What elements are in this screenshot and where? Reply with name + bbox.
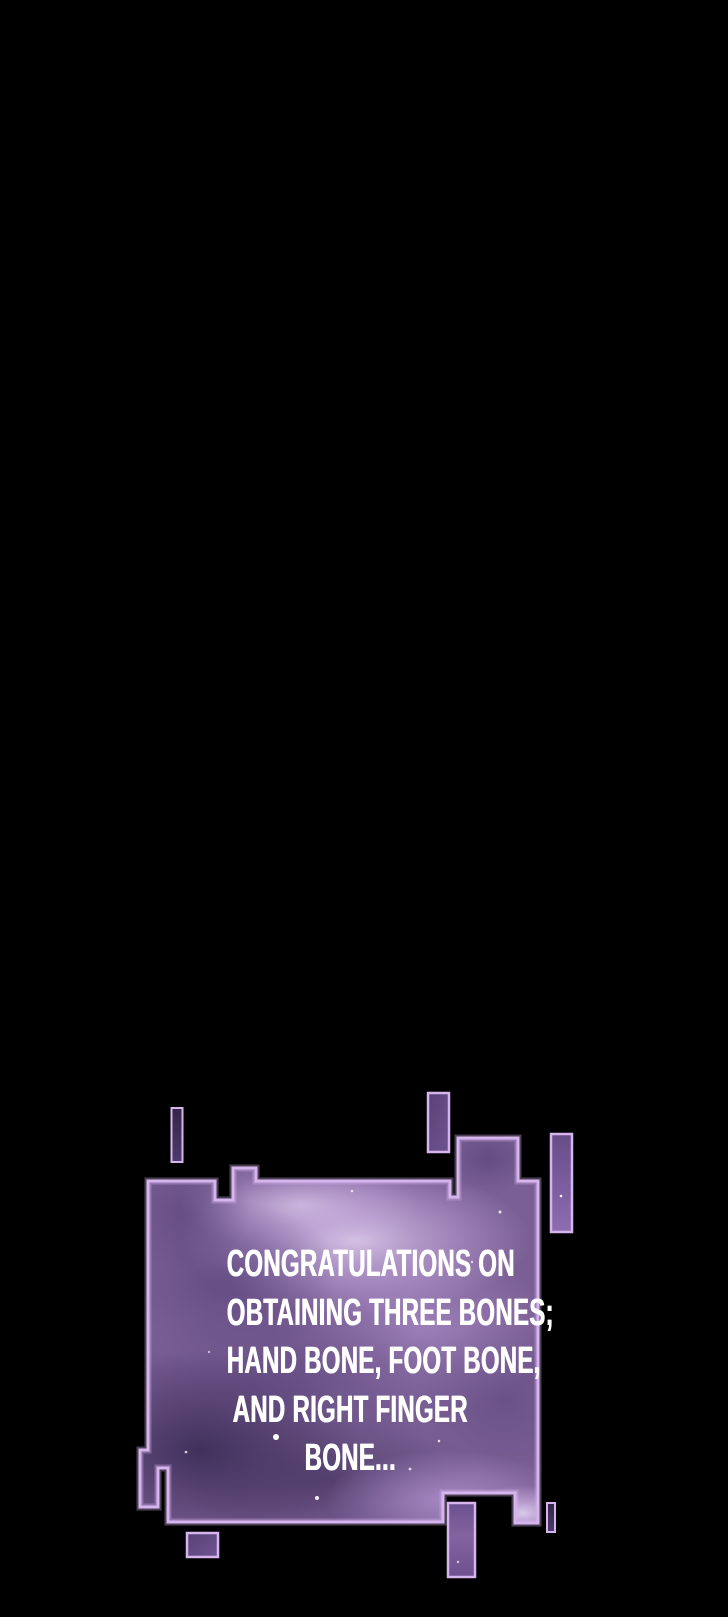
box-fragment xyxy=(549,1132,574,1234)
box-fragment xyxy=(170,1107,184,1163)
box-fragment xyxy=(446,1501,477,1579)
dialog-text-line: OBTAINING THREE BONES; xyxy=(226,1291,554,1334)
dialog-text: CONGRATULATIONS ON OBTAINING THREE BONES… xyxy=(226,1240,554,1483)
box-fragments xyxy=(170,1091,574,1579)
dialog-text-line: CONGRATULATIONS ON xyxy=(226,1243,515,1285)
dialog-box-fill xyxy=(140,1138,538,1523)
dialog-text-line: HAND BONE, FOOT BONE, xyxy=(226,1340,541,1382)
dialog-text-line: BONE... xyxy=(304,1437,396,1479)
star-dot xyxy=(456,1560,460,1564)
star-dot xyxy=(559,1194,563,1198)
dialog-text-line: AND RIGHT FINGER xyxy=(232,1388,468,1431)
dialog-box-frame xyxy=(138,1136,540,1525)
box-fragment xyxy=(185,1531,220,1559)
box-fragment xyxy=(546,1502,556,1533)
box-fragment xyxy=(426,1091,451,1154)
